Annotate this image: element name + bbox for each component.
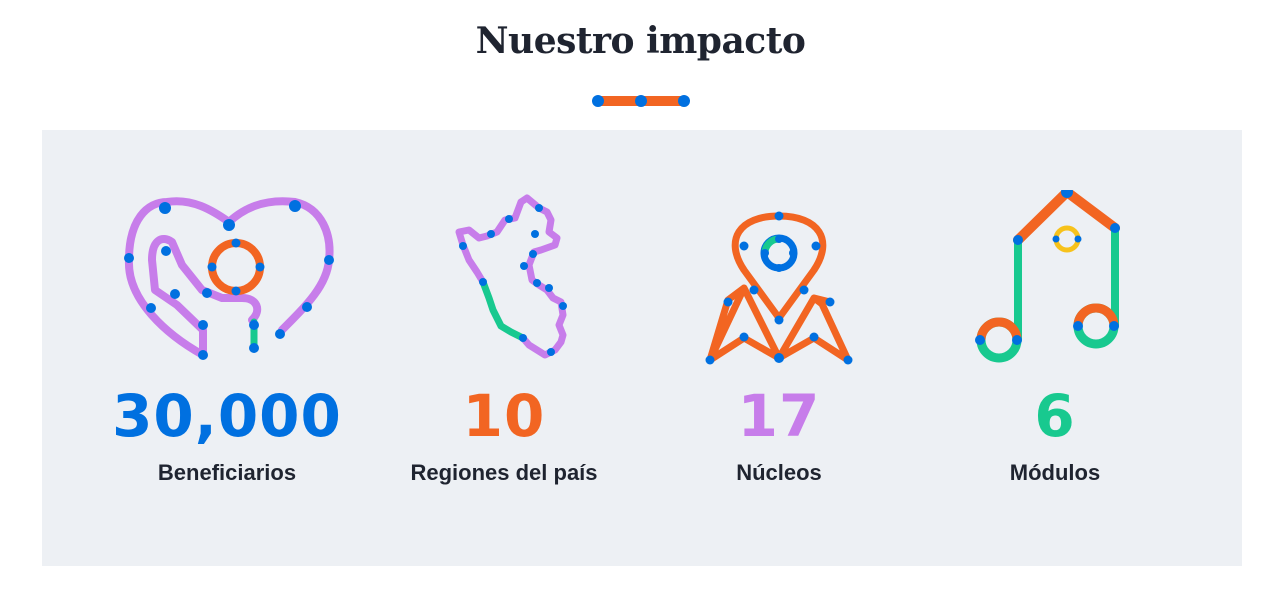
stat-label: Regiones del país (410, 460, 598, 485)
map-pin-icon (705, 211, 853, 365)
peru-map-icon (455, 194, 567, 359)
stat-label: Módulos (1009, 460, 1101, 485)
impact-panel: 30,000 Beneficiarios (42, 130, 1242, 566)
stat-modulos: 6 Módulos (925, 130, 1185, 566)
stat-label: Beneficiarios (157, 460, 297, 485)
stat-label: Núcleos (736, 460, 822, 485)
stat-value: 30,000 (112, 382, 342, 450)
divider-icon (592, 95, 690, 107)
stat-regiones: 10 Regiones del país (374, 130, 634, 566)
music-note-icon (975, 190, 1120, 363)
section-title: Nuestro impacto (475, 20, 806, 62)
stat-value: 6 (1034, 382, 1076, 450)
stat-value: 17 (737, 382, 821, 450)
heart-hand-icon (124, 197, 334, 360)
stat-value: 10 (462, 382, 546, 450)
stat-beneficiarios: 30,000 Beneficiarios (97, 130, 357, 566)
stat-nucleos: 17 Núcleos (649, 130, 909, 566)
